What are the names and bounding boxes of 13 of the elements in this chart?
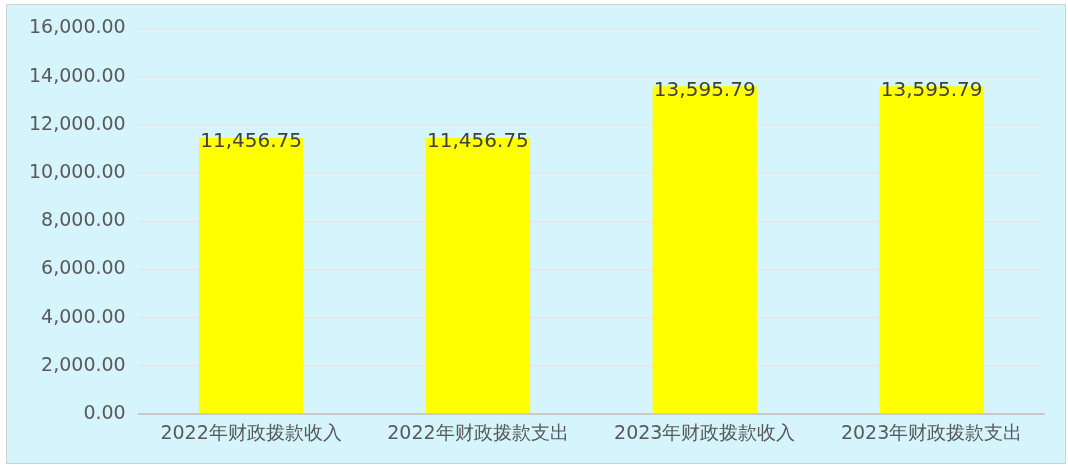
y-tick-label: 8,000.00	[41, 208, 126, 231]
y-tick-label: 14,000.00	[28, 63, 126, 86]
y-tick-label: 6,000.00	[41, 256, 126, 279]
x-tick-label: 2023年财政拨款支出	[840, 420, 1023, 443]
y-tick-label: 16,000.00	[28, 15, 126, 38]
y-tick-label: 10,000.00	[28, 160, 126, 183]
x-tick-label: 2022年财政拨款支出	[387, 420, 569, 443]
y-tick-label: 4,000.00	[41, 304, 126, 327]
x-tick-label: 2023年财政拨款收入	[614, 420, 796, 443]
y-tick-label: 0.00	[83, 401, 126, 424]
y-tick-label: 12,000.00	[28, 111, 126, 134]
x-tick-label: 2022年财政拨款收入	[160, 420, 342, 443]
y-tick-label: 2,000.00	[41, 352, 126, 375]
